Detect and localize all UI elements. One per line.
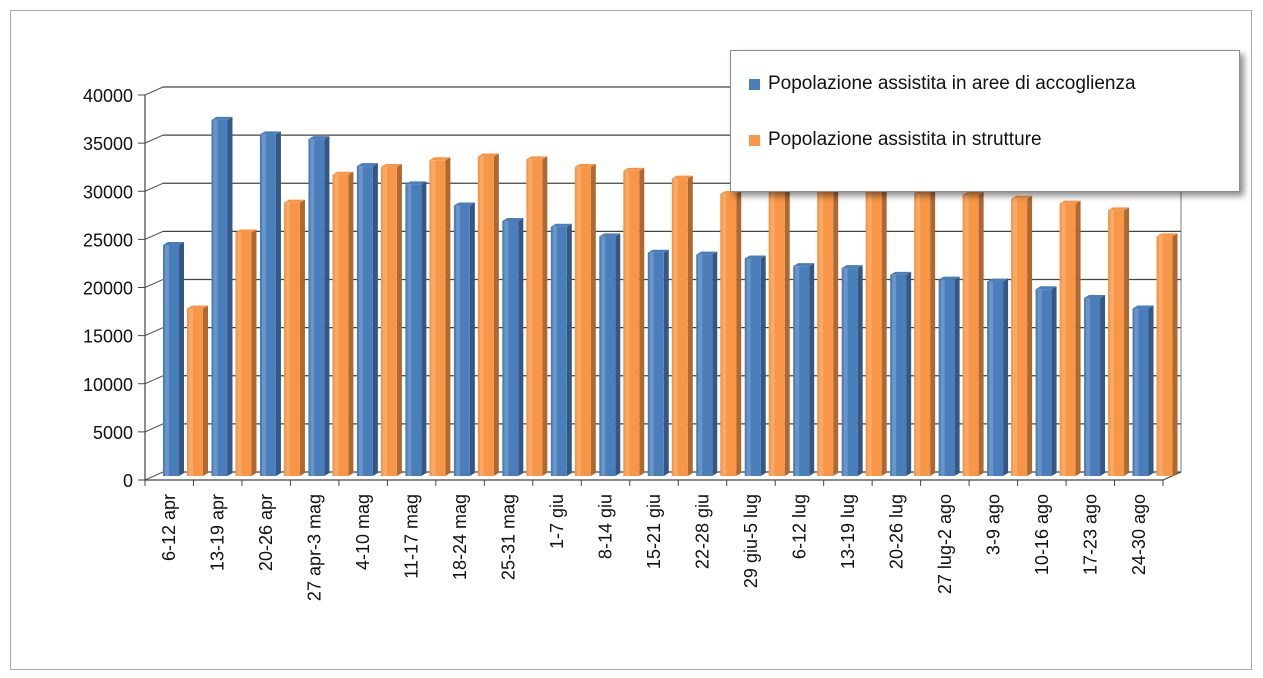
y-tick-label: 20000 <box>83 279 133 299</box>
gridline-depth <box>144 327 164 337</box>
x-tick-label: 18-24 mag <box>450 494 470 580</box>
bar-aree <box>938 276 960 476</box>
x-tick-label: 20-26 lug <box>886 494 906 569</box>
y-tick-label: 0 <box>123 471 133 491</box>
x-tick-label: 17-23 ago <box>1080 494 1100 575</box>
x-tick-label: 10-16 ago <box>1032 494 1052 575</box>
bar-aree <box>1035 286 1057 476</box>
bar-aree <box>259 131 281 476</box>
y-tick-label: 5000 <box>93 423 133 443</box>
bar-strutture <box>526 156 548 476</box>
x-tick-label: 8-14 giu <box>596 494 616 559</box>
bar-aree <box>647 249 669 476</box>
bar-strutture <box>1156 233 1178 476</box>
legend-item-aree: Popolazione assistita in aree di accogli… <box>749 73 1136 95</box>
y-tick-label: 25000 <box>83 230 133 250</box>
gridline-depth <box>144 182 164 192</box>
bar-aree <box>453 202 475 476</box>
bar-aree <box>1084 294 1106 476</box>
bar-strutture <box>671 175 693 476</box>
bar-aree <box>163 242 184 476</box>
bar-strutture <box>1011 195 1033 477</box>
x-tick-label: 22-28 giu <box>692 494 712 569</box>
y-tick-label: 35000 <box>83 134 133 154</box>
bar-aree <box>308 136 330 476</box>
bar-strutture <box>962 191 984 476</box>
legend-swatch-aree <box>749 78 760 90</box>
bar-aree <box>599 233 621 476</box>
legend-label-strutture: Popolazione assistita in strutture <box>768 129 1042 150</box>
bar-aree <box>890 271 912 476</box>
bar-aree <box>502 217 524 476</box>
bar-strutture <box>865 187 887 476</box>
x-tick-label: 15-21 giu <box>644 494 664 569</box>
legend-label-aree: Popolazione assistita in aree di accogli… <box>768 73 1136 94</box>
bar-aree <box>1132 305 1154 476</box>
x-tick-label: 1-7 giu <box>547 494 567 549</box>
bar-aree <box>211 116 233 476</box>
gridline-depth <box>144 423 164 433</box>
bar-strutture <box>187 305 208 476</box>
gridline-depth <box>144 230 164 240</box>
y-tick-label: 10000 <box>83 375 133 395</box>
bar-aree <box>405 181 427 477</box>
bar-aree <box>550 223 572 476</box>
gridline-depth <box>144 279 164 288</box>
bar-aree <box>696 251 718 476</box>
bar-strutture <box>477 153 499 476</box>
legend-item-strutture: Popolazione assistita in strutture <box>749 129 1042 151</box>
bar-strutture <box>768 181 790 477</box>
bar-strutture <box>380 164 402 476</box>
bar-strutture <box>817 184 839 476</box>
bar-aree <box>744 255 766 476</box>
bar-aree <box>987 278 1009 476</box>
x-tick-label: 29 giu-5 lug <box>741 494 761 588</box>
bar-aree <box>841 265 863 476</box>
bar-strutture <box>283 199 305 476</box>
x-tick-labels: 6-12 apr 13-19 apr 20-26 apr 27 apr-3 mag 4-… <box>159 494 1149 601</box>
gridline-depth <box>144 375 164 385</box>
bar-aree <box>356 163 378 476</box>
x-tick-label: 20-26 apr <box>256 494 276 571</box>
x-tick-label: 27 apr-3 mag <box>305 494 325 601</box>
x-tick-label: 6-12 lug <box>789 494 809 559</box>
bars <box>163 116 1178 477</box>
x-tick-label: 13-19 lug <box>838 494 858 569</box>
gridline-depth <box>144 134 164 144</box>
legend: Popolazione assistita in aree di accogli… <box>730 50 1240 192</box>
bar-aree <box>793 263 815 476</box>
bar-strutture <box>623 167 645 476</box>
x-tick-label: 27 lug-2 ago <box>935 494 955 594</box>
x-tick-label: 24-30 ago <box>1129 494 1149 575</box>
gridline-depth <box>144 471 164 481</box>
y-tick-labels: 0 5000 10000 15000 20000 25000 30000 35000 40000 <box>83 86 133 491</box>
bar-strutture <box>332 171 354 477</box>
bar-strutture <box>235 229 257 476</box>
bar-strutture <box>429 157 451 477</box>
bar-strutture <box>1059 200 1081 477</box>
gridline-depth <box>144 86 164 96</box>
y-tick-label: 40000 <box>83 86 133 106</box>
bar-strutture <box>720 190 742 477</box>
x-tick-label: 13-19 apr <box>208 494 228 571</box>
bar-strutture <box>914 190 936 476</box>
bar-strutture <box>574 164 596 476</box>
x-tick-label: 25-31 mag <box>499 494 519 580</box>
y-tick-label: 30000 <box>83 182 133 202</box>
x-tick-label: 11-17 mag <box>402 494 422 579</box>
x-tick-label: 4-10 mag <box>353 494 373 570</box>
bar-strutture <box>1108 207 1130 476</box>
y-tick-label: 15000 <box>83 327 133 347</box>
x-tick-label: 6-12 apr <box>159 494 179 561</box>
legend-swatch-strutture <box>749 134 760 146</box>
x-tick-label: 3-9 ago <box>983 494 1003 555</box>
